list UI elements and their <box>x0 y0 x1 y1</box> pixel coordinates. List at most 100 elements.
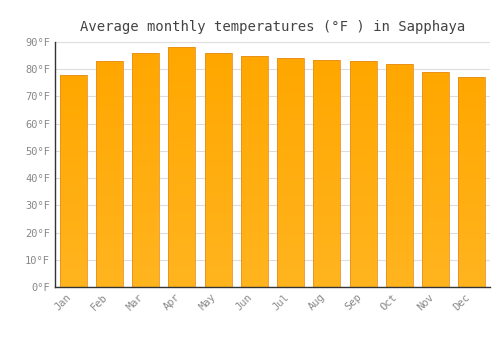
Bar <box>241 175 268 179</box>
Bar <box>60 198 86 202</box>
Bar <box>458 241 485 245</box>
Bar <box>350 268 376 272</box>
Bar <box>350 231 376 234</box>
Bar <box>458 126 485 130</box>
Bar <box>386 68 413 71</box>
Bar <box>386 280 413 283</box>
Bar <box>204 53 232 287</box>
Bar <box>458 231 485 234</box>
Bar <box>60 280 86 284</box>
Bar <box>422 208 449 212</box>
Bar <box>422 230 449 233</box>
Bar <box>96 272 123 276</box>
Bar <box>132 64 159 69</box>
Bar <box>96 114 123 118</box>
Bar <box>60 149 86 153</box>
Bar <box>458 186 485 189</box>
Bar <box>277 119 304 123</box>
Bar <box>96 65 123 69</box>
Bar <box>350 227 376 231</box>
Bar <box>314 117 340 120</box>
Bar <box>314 60 340 287</box>
Bar <box>96 231 123 234</box>
Bar <box>132 220 159 225</box>
Bar <box>241 245 268 248</box>
Bar <box>386 138 413 142</box>
Bar <box>422 262 449 266</box>
Bar <box>458 214 485 217</box>
Bar <box>96 234 123 238</box>
Bar <box>386 134 413 138</box>
Bar <box>277 207 304 211</box>
Bar <box>132 201 159 205</box>
Bar <box>458 77 485 81</box>
Bar <box>277 218 304 222</box>
Bar <box>241 110 268 113</box>
Bar <box>422 276 449 280</box>
Bar <box>241 268 268 272</box>
Bar <box>96 148 123 152</box>
Bar <box>204 64 232 69</box>
Bar <box>96 242 123 246</box>
Bar <box>241 106 268 110</box>
Bar <box>277 131 304 134</box>
Bar <box>458 172 485 175</box>
Bar <box>204 104 232 107</box>
Bar <box>168 251 196 255</box>
Bar <box>422 165 449 169</box>
Bar <box>350 208 376 212</box>
Bar <box>241 214 268 218</box>
Bar <box>60 273 86 277</box>
Bar <box>132 131 159 135</box>
Bar <box>168 183 196 187</box>
Bar <box>422 169 449 172</box>
Bar <box>96 227 123 231</box>
Bar <box>96 174 123 178</box>
Bar <box>458 81 485 84</box>
Bar <box>96 118 123 121</box>
Bar <box>350 106 376 110</box>
Bar <box>241 148 268 152</box>
Bar <box>96 200 123 204</box>
Bar <box>350 253 376 257</box>
Bar <box>168 219 196 223</box>
Bar <box>386 75 413 79</box>
Bar <box>277 203 304 207</box>
Bar <box>314 268 340 272</box>
Bar <box>96 155 123 159</box>
Bar <box>386 123 413 127</box>
Bar <box>350 103 376 106</box>
Bar <box>132 147 159 150</box>
Bar <box>168 259 196 263</box>
Bar <box>314 109 340 113</box>
Bar <box>314 223 340 226</box>
Bar <box>132 275 159 279</box>
Bar <box>277 176 304 180</box>
Bar <box>168 143 196 147</box>
Bar <box>132 252 159 256</box>
Bar <box>241 98 268 102</box>
Bar <box>277 169 304 173</box>
Bar <box>422 212 449 215</box>
Bar <box>132 205 159 209</box>
Bar <box>458 248 485 252</box>
Bar <box>168 223 196 227</box>
Bar <box>350 99 376 103</box>
Bar <box>350 167 376 170</box>
Bar <box>132 186 159 189</box>
Bar <box>350 69 376 72</box>
Bar <box>386 220 413 224</box>
Bar <box>96 268 123 272</box>
Bar <box>96 223 123 227</box>
Bar <box>60 75 86 78</box>
Bar <box>96 91 123 95</box>
Bar <box>60 131 86 135</box>
Bar <box>314 90 340 94</box>
Bar <box>314 120 340 124</box>
Bar <box>168 147 196 151</box>
Bar <box>96 72 123 76</box>
Bar <box>277 112 304 116</box>
Bar <box>386 276 413 280</box>
Bar <box>241 136 268 140</box>
Bar <box>132 88 159 92</box>
